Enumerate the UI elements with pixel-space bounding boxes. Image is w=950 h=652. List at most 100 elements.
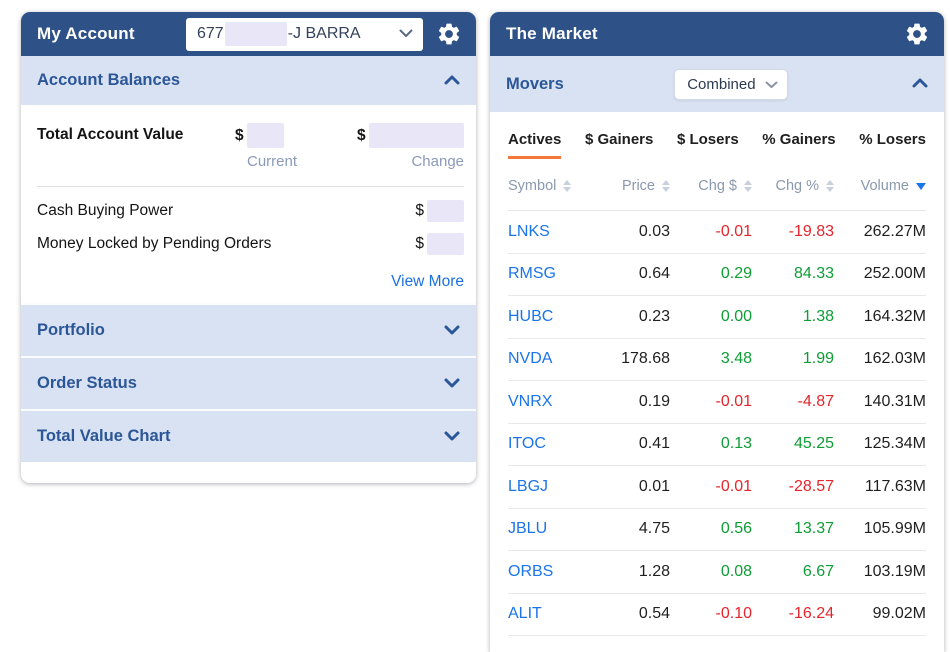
accordion-portfolio[interactable]: Portfolio bbox=[21, 303, 476, 356]
change-percent-cell: 84.33 bbox=[752, 265, 834, 283]
change-percent-cell: 1.38 bbox=[752, 308, 834, 326]
symbol-link[interactable]: VNRX bbox=[508, 393, 584, 411]
movers-section-header[interactable]: Movers Combined bbox=[490, 56, 944, 112]
change-dollar-cell: -0.01 bbox=[670, 223, 752, 241]
chevron-down-icon[interactable] bbox=[444, 428, 460, 446]
market-table-row-vnrx: VNRX 0.19 -0.01 -4.87 140.31M bbox=[508, 381, 926, 424]
volume-cell: 252.00M bbox=[834, 265, 926, 283]
change-percent-cell: 1.99 bbox=[752, 350, 834, 368]
volume-cell: 125.34M bbox=[834, 435, 926, 453]
accordion-total-value-chart[interactable]: Total Value Chart bbox=[21, 409, 476, 462]
column-header-chg[interactable]: Chg % bbox=[752, 178, 834, 194]
tab-losers[interactable]: % Losers bbox=[859, 131, 926, 159]
tab-gainers[interactable]: % Gainers bbox=[762, 131, 835, 159]
balance-detail-rows: Cash Buying Power $ Money Locked by Pend… bbox=[37, 194, 464, 260]
account-balances-section-header[interactable]: Account Balances bbox=[21, 56, 476, 105]
volume-cell: 99.02M bbox=[834, 605, 926, 623]
settings-gear-icon[interactable] bbox=[436, 21, 462, 47]
chevron-down-icon bbox=[765, 76, 778, 93]
balance-row-cash-buying-power: Cash Buying Power $ bbox=[37, 194, 464, 227]
total-account-value-label: Total Account Value bbox=[37, 123, 235, 144]
my-account-panel: My Account 677 -J BARRA Account Balances… bbox=[21, 12, 476, 483]
market-table-row-lnks: LNKS 0.03 -0.01 -19.83 262.27M bbox=[508, 211, 926, 254]
volume-cell: 164.32M bbox=[834, 308, 926, 326]
accordion-section-title: Total Value Chart bbox=[37, 427, 171, 446]
tab-label: Actives bbox=[508, 131, 561, 148]
price-cell: 0.41 bbox=[584, 435, 670, 453]
volume-cell: 140.31M bbox=[834, 393, 926, 411]
movers-filter-value: Combined bbox=[687, 76, 755, 93]
volume-cell: 105.99M bbox=[834, 520, 926, 538]
symbol-link[interactable]: HUBC bbox=[508, 308, 584, 326]
column-header-volume[interactable]: Volume bbox=[834, 178, 926, 194]
sort-toggle-icon[interactable] bbox=[744, 180, 752, 192]
accordion-section-title: Portfolio bbox=[37, 321, 105, 340]
settings-gear-icon[interactable] bbox=[904, 21, 930, 47]
change-dollar-cell: 3.48 bbox=[670, 350, 752, 368]
market-table-row-nvda: NVDA 178.68 3.48 1.99 162.03M bbox=[508, 339, 926, 382]
account-number-prefix: 677 bbox=[197, 25, 224, 43]
volume-cell: 103.19M bbox=[834, 563, 926, 581]
chevron-up-icon[interactable] bbox=[444, 72, 460, 90]
change-percent-cell: -19.83 bbox=[752, 223, 834, 241]
movers-title: Movers bbox=[506, 75, 564, 94]
chevron-down-icon[interactable] bbox=[444, 322, 460, 340]
market-table-row-alit: ALIT 0.54 -0.10 -16.24 99.02M bbox=[508, 594, 926, 637]
price-cell: 0.23 bbox=[584, 308, 670, 326]
symbol-link[interactable]: NVDA bbox=[508, 350, 584, 368]
market-table-row-rmsg: RMSG 0.64 0.29 84.33 252.00M bbox=[508, 254, 926, 297]
change-dollar-cell: 0.00 bbox=[670, 308, 752, 326]
tab-gainers[interactable]: $ Gainers bbox=[585, 131, 653, 159]
market-table-row-hubc: HUBC 0.23 0.00 1.38 164.32M bbox=[508, 296, 926, 339]
account-selector-dropdown[interactable]: 677 -J BARRA bbox=[186, 18, 423, 51]
column-header-price[interactable]: Price bbox=[584, 178, 670, 194]
account-name: -J BARRA bbox=[288, 25, 361, 43]
view-more-link[interactable]: View More bbox=[391, 273, 464, 290]
symbol-link[interactable]: LBGJ bbox=[508, 478, 584, 496]
symbol-link[interactable]: LNKS bbox=[508, 223, 584, 241]
my-account-header: My Account 677 -J BARRA bbox=[21, 12, 476, 56]
chevron-down-icon bbox=[399, 25, 413, 43]
tab-label: $ Gainers bbox=[585, 131, 653, 148]
balance-row-label: Cash Buying Power bbox=[37, 202, 415, 220]
symbol-link[interactable]: ORBS bbox=[508, 563, 584, 581]
collapsed-sections: Portfolio Order Status Total Value Chart bbox=[21, 303, 476, 462]
volume-cell: 262.27M bbox=[834, 223, 926, 241]
account-number-redacted bbox=[225, 22, 287, 46]
chevron-up-icon[interactable] bbox=[912, 75, 928, 93]
current-value-redacted bbox=[247, 123, 284, 148]
sort-toggle-icon[interactable] bbox=[563, 180, 571, 192]
symbol-link[interactable]: ITOC bbox=[508, 435, 584, 453]
column-header-chg[interactable]: Chg $ bbox=[670, 178, 752, 194]
balance-value-redacted bbox=[427, 200, 464, 222]
the-market-title: The Market bbox=[506, 24, 598, 44]
tab-losers[interactable]: $ Losers bbox=[677, 131, 739, 159]
currency-symbol: $ bbox=[357, 127, 366, 145]
sort-toggle-icon[interactable] bbox=[826, 180, 834, 192]
change-percent-cell: 45.25 bbox=[752, 435, 834, 453]
table-column-headers: Symbol Price Chg $ Chg % Volume bbox=[508, 178, 926, 211]
currency-symbol: $ bbox=[235, 127, 244, 145]
chevron-down-icon[interactable] bbox=[444, 375, 460, 393]
price-cell: 1.28 bbox=[584, 563, 670, 581]
price-cell: 178.68 bbox=[584, 350, 670, 368]
price-cell: 0.19 bbox=[584, 393, 670, 411]
change-percent-cell: -16.24 bbox=[752, 605, 834, 623]
sort-toggle-icon[interactable] bbox=[662, 180, 670, 192]
price-cell: 0.01 bbox=[584, 478, 670, 496]
balance-row-label: Money Locked by Pending Orders bbox=[37, 235, 415, 253]
sort-descending-icon[interactable] bbox=[916, 183, 926, 190]
symbol-link[interactable]: RMSG bbox=[508, 265, 584, 283]
tab-actives[interactable]: Actives bbox=[508, 131, 561, 159]
symbol-link[interactable]: ALIT bbox=[508, 605, 584, 623]
column-header-symbol[interactable]: Symbol bbox=[508, 178, 584, 194]
account-balances-content: Total Account Value $ Current $ Change C… bbox=[21, 105, 476, 303]
change-dollar-cell: 0.13 bbox=[670, 435, 752, 453]
accordion-order-status[interactable]: Order Status bbox=[21, 356, 476, 409]
symbol-link[interactable]: JBLU bbox=[508, 520, 584, 538]
change-value-group: $ Change bbox=[357, 123, 464, 170]
volume-cell: 117.63M bbox=[834, 478, 926, 496]
movers-filter-dropdown[interactable]: Combined bbox=[674, 69, 787, 100]
the-market-header: The Market bbox=[490, 12, 944, 56]
account-balances-title: Account Balances bbox=[37, 71, 180, 90]
